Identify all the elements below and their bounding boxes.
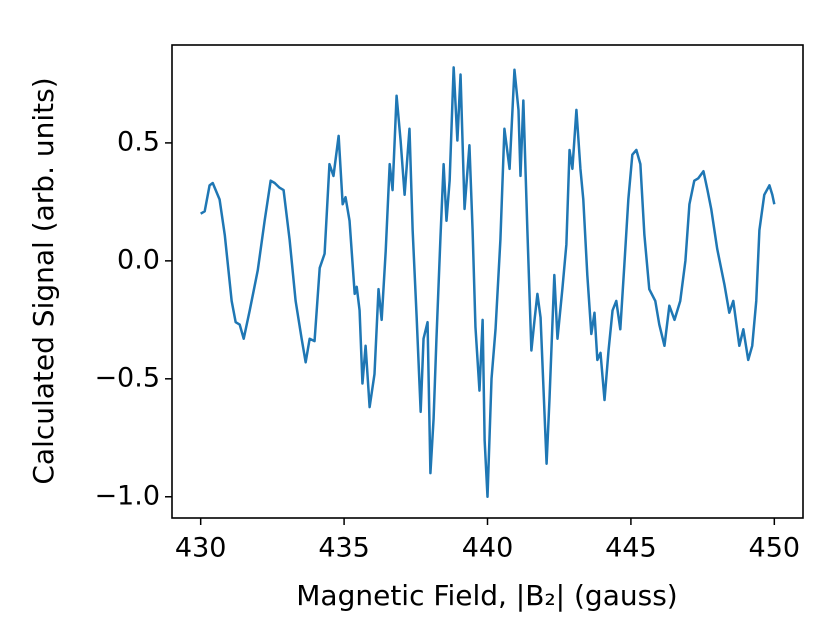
y-tick-label: 0.5 bbox=[117, 126, 160, 157]
x-tick-label: 430 bbox=[175, 533, 227, 564]
x-tick-label: 435 bbox=[318, 533, 370, 564]
x-axis-label: Magnetic Field, |B₂| (gauss) bbox=[296, 579, 677, 612]
data-line bbox=[200, 66, 776, 499]
y-tick-label: −1.0 bbox=[94, 480, 160, 511]
y-axis-label: Calculated Signal (arb. units) bbox=[27, 77, 60, 484]
y-tick-label: −0.5 bbox=[94, 362, 160, 393]
x-tick-label: 450 bbox=[749, 533, 801, 564]
plot-frame bbox=[171, 44, 804, 519]
x-tick-label: 440 bbox=[462, 533, 514, 564]
y-tick-label: 0.0 bbox=[117, 244, 160, 275]
x-tick-label: 445 bbox=[605, 533, 657, 564]
